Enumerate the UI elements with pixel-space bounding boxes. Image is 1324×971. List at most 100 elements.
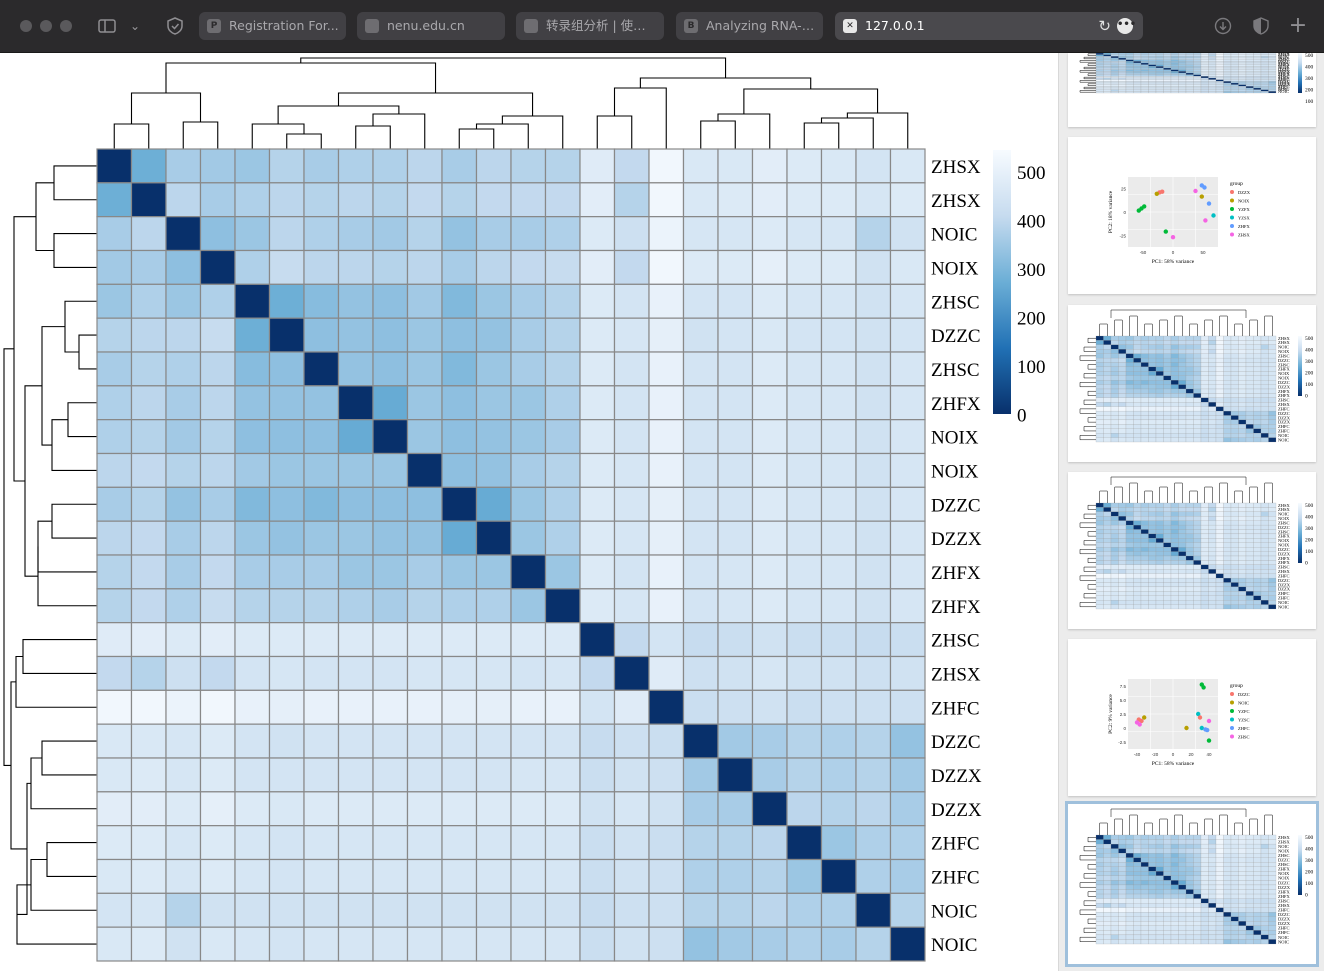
thumb-row-label: ZHFC	[1278, 591, 1290, 596]
thumb-cell	[1215, 893, 1224, 899]
thumb-cell	[1268, 857, 1277, 863]
heatmap-cell	[337, 216, 374, 252]
heatmap-cell	[889, 791, 926, 827]
heatmap-cell	[786, 588, 823, 624]
thumb-cell	[1110, 511, 1119, 517]
tab-analyzing-rna[interactable]: B Analyzing RNA-s...	[676, 12, 823, 40]
thumb-cell	[1268, 925, 1277, 931]
window-minimize-icon[interactable]	[40, 20, 52, 32]
heatmap-cell	[199, 858, 236, 894]
heatmap-cell	[475, 486, 512, 522]
thumb-cell	[1245, 560, 1254, 565]
thumb-cell	[1125, 921, 1134, 926]
heatmap-cell	[372, 757, 409, 793]
tab-registration[interactable]: P Registration For...	[199, 12, 346, 40]
thumb-cell	[1148, 362, 1157, 368]
thumb-cell	[1103, 353, 1112, 359]
plot-thumbnail-2[interactable]: PC1: 58% variance PC2: 18% variance -50 0 50…	[1068, 137, 1316, 294]
thumb-cell	[1223, 72, 1232, 75]
thumb-cell	[1133, 600, 1142, 605]
thumb-cell	[1230, 419, 1239, 425]
thumb-cell	[1268, 428, 1277, 434]
plot-thumbnail-1[interactable]: ZHSXZHSXNOICNOIXZHSCDZZCZHSCZHFXNOIXNOIX…	[1068, 53, 1316, 127]
heatmap-cell	[337, 825, 374, 861]
thumb-dendrogram	[1079, 70, 1096, 73]
thumb-cell	[1185, 371, 1194, 376]
tab-close-icon[interactable]: ✕	[843, 19, 857, 33]
thumb-cell	[1118, 853, 1127, 858]
thumb-cell	[1118, 371, 1127, 376]
thumb-cell	[1178, 595, 1187, 601]
thumb-cell	[1095, 516, 1104, 521]
thumb-cell	[1208, 384, 1217, 390]
heatmap-cell	[199, 689, 236, 725]
tab-transcriptome[interactable]: 转录组分析 | 使用 ...	[516, 12, 664, 40]
heatmap-cell	[648, 419, 685, 455]
thumb-cell	[1193, 56, 1202, 59]
reload-icon[interactable]: ↻	[1098, 17, 1111, 35]
thumb-cell	[1118, 357, 1127, 363]
thumb-cell	[1125, 930, 1134, 936]
thumb-cell	[1208, 875, 1217, 881]
new-tab-icon[interactable]: +	[1288, 13, 1308, 38]
thumb-cell	[1253, 912, 1262, 917]
tab-localhost[interactable]: ✕ 127.0.0.1 ↻ •••	[835, 12, 1143, 40]
thumb-cell	[1193, 57, 1202, 60]
thumb-cell	[1185, 410, 1194, 416]
thumb-cell	[1253, 86, 1262, 89]
heatmap-cell	[751, 655, 788, 691]
thumb-cell	[1118, 564, 1127, 570]
pca-ytick: 0	[1123, 726, 1126, 731]
plot-history-sidebar: ZHSXZHSXNOICNOIXZHSCDZZCZHSCZHFXNOIXNOIX…	[1058, 53, 1324, 971]
heatmap-cell	[682, 249, 719, 285]
thumb-cell	[1095, 889, 1104, 895]
thumb-cell	[1140, 89, 1149, 92]
thumb-cell	[1095, 925, 1104, 931]
window-maximize-icon[interactable]	[60, 20, 72, 32]
thumb-cell	[1110, 72, 1119, 75]
thumb-cell	[1215, 89, 1224, 92]
plot-thumbnail-4[interactable]: ZHSX ZHSX NOIC NOIX ZHSC DZZC ZHSC ZHFX NOIX NOIX…	[1068, 472, 1316, 629]
thumb-cell	[1230, 54, 1239, 57]
plot-thumbnail-5[interactable]: PC1: 58% variance PC2: 9% variance -40 -20 0…	[1068, 639, 1316, 796]
chevron-down-icon[interactable]: ⌄	[129, 19, 141, 33]
more-icon[interactable]: •••	[1117, 18, 1136, 34]
plot-thumbnail-6-selected[interactable]: ZHSX ZHSX NOIC NOIX ZHSC DZZC ZHSC ZHFX NOIX NOIX…	[1065, 801, 1319, 967]
plot-thumbnail-3[interactable]: ZHSX ZHSX NOIC NOIX ZHSC DZZC ZHSC ZHFX NOIX NOIX…	[1068, 305, 1316, 462]
thumb-cell	[1155, 893, 1164, 899]
thumb-row-label: NOIX	[1278, 376, 1290, 381]
thumb-cell	[1238, 875, 1247, 881]
privacy-icon[interactable]	[1251, 16, 1271, 36]
tab-nenu[interactable]: nenu.edu.cn	[357, 12, 505, 40]
thumb-cell	[1148, 371, 1157, 376]
thumb-cell	[1140, 419, 1149, 425]
heatmap-cell	[234, 182, 271, 218]
thumb-cell	[1230, 77, 1239, 80]
thumb-cell	[1238, 353, 1247, 359]
thumb-cell	[1268, 591, 1277, 596]
thumb-cell	[1095, 77, 1104, 80]
heatmap-cell	[303, 588, 340, 624]
thumb-cell	[1215, 564, 1224, 570]
thumb-cell	[1200, 834, 1209, 840]
sidebar-toggle-icon[interactable]	[97, 16, 117, 36]
heatmap-cell	[130, 825, 167, 861]
shield-icon[interactable]	[165, 16, 185, 36]
thumb-cell	[1268, 433, 1277, 438]
thumb-cell	[1178, 415, 1187, 421]
thumb-cell	[1253, 875, 1262, 881]
thumb-cell	[1110, 600, 1119, 605]
thumb-cell	[1133, 848, 1142, 854]
thumb-cell	[1163, 502, 1172, 508]
download-icon[interactable]	[1213, 16, 1233, 36]
thumb-cell	[1140, 87, 1149, 90]
window-close-icon[interactable]	[20, 20, 32, 32]
thumb-dendrogram	[1079, 408, 1096, 414]
thumb-cell	[1095, 843, 1104, 849]
thumb-cell	[1268, 53, 1277, 55]
thumb-cell	[1178, 424, 1187, 429]
thumb-cell	[1215, 424, 1224, 429]
thumb-cell	[1200, 524, 1209, 530]
thumb-cell	[1178, 916, 1187, 922]
thumb-cell	[1260, 69, 1269, 72]
